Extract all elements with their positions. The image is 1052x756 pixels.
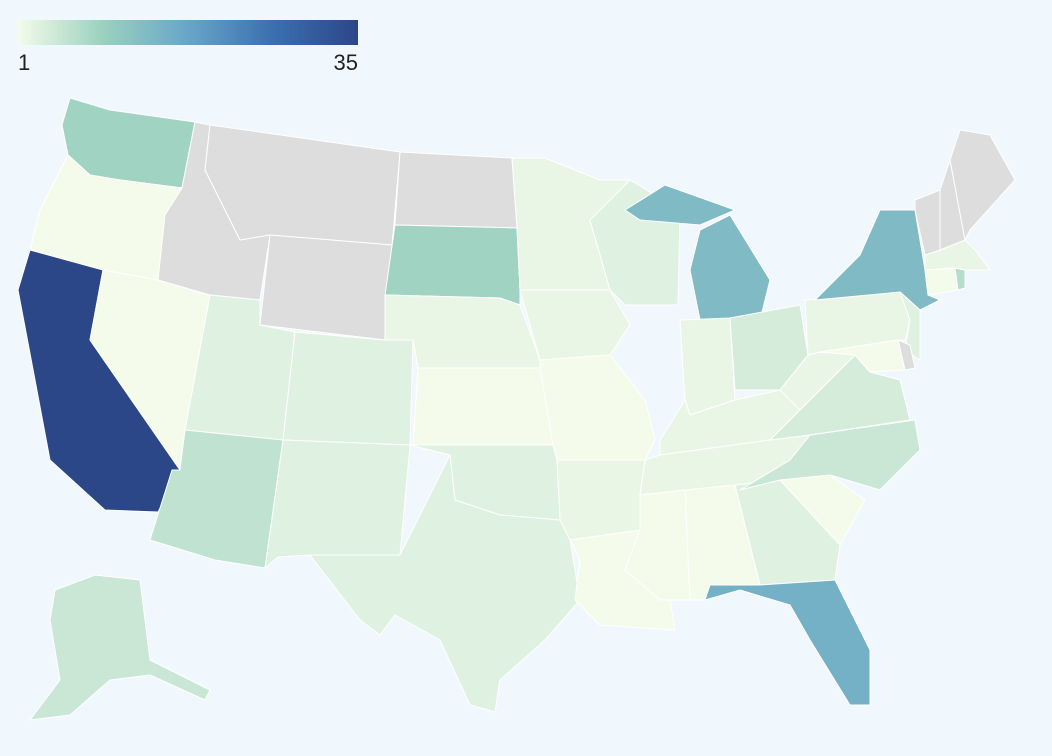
region (264, 439, 411, 569)
region (204, 124, 401, 246)
region (519, 289, 631, 361)
region (259, 234, 393, 341)
region (556, 459, 646, 541)
region (539, 354, 656, 461)
color-legend (18, 20, 358, 45)
region (384, 224, 521, 306)
legend-min-label: 1 (18, 50, 30, 75)
region (679, 317, 736, 416)
region (739, 419, 921, 491)
region (819, 339, 906, 373)
region (394, 151, 518, 229)
region (412, 367, 554, 446)
region (29, 574, 211, 721)
region (949, 129, 1016, 241)
region (924, 267, 959, 296)
region (914, 189, 941, 256)
regions (17, 97, 1016, 721)
region (704, 579, 871, 706)
region (282, 331, 414, 446)
region (309, 454, 581, 713)
legend-max-label: 35 (334, 50, 358, 75)
